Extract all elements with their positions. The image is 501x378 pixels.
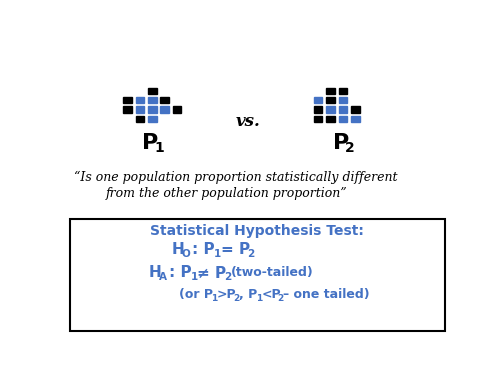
Bar xyxy=(338,88,347,94)
Text: >P: >P xyxy=(216,288,236,301)
Text: from the other population proportion”: from the other population proportion” xyxy=(105,187,347,200)
Bar xyxy=(148,88,156,94)
Text: (two-tailed): (two-tailed) xyxy=(231,266,313,279)
Bar xyxy=(338,106,347,113)
Text: ≠ P: ≠ P xyxy=(197,265,226,280)
FancyBboxPatch shape xyxy=(70,219,444,331)
Bar xyxy=(338,97,347,103)
Text: , P: , P xyxy=(238,288,257,301)
Text: A: A xyxy=(158,272,166,282)
Bar xyxy=(326,116,334,122)
Text: 1: 1 xyxy=(213,249,220,259)
Text: <P: <P xyxy=(261,288,280,301)
Bar xyxy=(313,116,322,122)
Bar xyxy=(135,106,144,113)
Text: = P: = P xyxy=(220,242,249,257)
Text: “Is one population proportion statistically different: “Is one population proportion statistica… xyxy=(74,171,397,184)
Bar xyxy=(135,116,144,122)
Text: H: H xyxy=(148,265,161,280)
Text: 1: 1 xyxy=(211,294,217,303)
Bar xyxy=(350,116,359,122)
Text: 1: 1 xyxy=(154,141,163,155)
Text: 1: 1 xyxy=(190,272,197,282)
Bar xyxy=(326,97,334,103)
Bar xyxy=(123,97,131,103)
Bar xyxy=(135,97,144,103)
Bar xyxy=(148,116,156,122)
Text: 2: 2 xyxy=(344,141,354,155)
Bar xyxy=(148,97,156,103)
Text: P: P xyxy=(142,133,158,153)
Text: P: P xyxy=(332,133,348,153)
Text: O: O xyxy=(181,249,190,259)
Bar xyxy=(148,106,156,113)
Text: H: H xyxy=(171,242,184,257)
Bar xyxy=(172,106,181,113)
Text: : P: : P xyxy=(191,242,214,257)
Bar xyxy=(326,106,334,113)
Text: : P: : P xyxy=(168,265,191,280)
Text: 2: 2 xyxy=(277,294,283,303)
Text: 2: 2 xyxy=(247,249,255,259)
Text: – one tailed): – one tailed) xyxy=(283,288,369,301)
Bar xyxy=(313,106,322,113)
Text: 1: 1 xyxy=(255,294,262,303)
Bar xyxy=(338,116,347,122)
Bar xyxy=(160,106,169,113)
Text: vs.: vs. xyxy=(234,113,260,130)
Text: Statistical Hypothesis Test:: Statistical Hypothesis Test: xyxy=(150,225,364,239)
Bar xyxy=(123,106,131,113)
Text: (or P: (or P xyxy=(179,288,213,301)
Bar xyxy=(326,88,334,94)
Text: 2: 2 xyxy=(224,272,231,282)
Bar xyxy=(160,97,169,103)
Bar xyxy=(313,97,322,103)
Bar xyxy=(350,106,359,113)
Text: 2: 2 xyxy=(232,294,239,303)
